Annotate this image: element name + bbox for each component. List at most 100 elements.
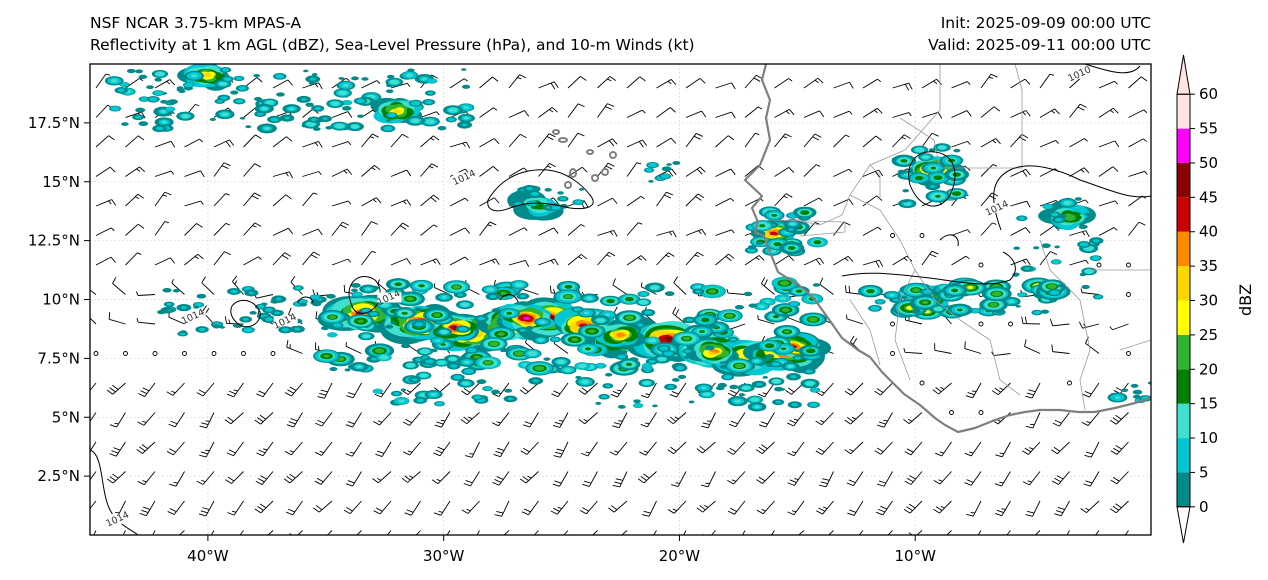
reflectivity-speck <box>1033 246 1040 250</box>
wind-barb <box>109 441 126 457</box>
reflectivity-patch <box>394 109 401 114</box>
reflectivity-speck <box>775 400 781 404</box>
reflectivity-speck <box>748 303 758 308</box>
reflectivity-speck <box>717 382 727 388</box>
wind-barb <box>1069 167 1090 177</box>
reflectivity-speck <box>160 307 170 312</box>
reflectivity-speck <box>230 289 238 294</box>
calm-wind-circle <box>890 351 895 356</box>
wind-barb <box>951 229 971 236</box>
reflectivity-speck <box>762 375 769 379</box>
reflectivity-speck <box>1013 246 1020 250</box>
wind-barb <box>255 471 274 485</box>
reflectivity-speck <box>526 186 533 191</box>
wind-barb <box>227 500 244 516</box>
reflectivity-speck <box>951 191 962 196</box>
wind-barb <box>567 254 588 266</box>
reflectivity-speck <box>617 404 626 409</box>
reflectivity-speck <box>701 386 707 390</box>
reflectivity-speck <box>671 378 680 382</box>
wind-barb <box>1010 78 1031 89</box>
reflectivity-speck <box>334 123 345 129</box>
wind-barb <box>401 471 421 483</box>
calm-wind-circle <box>890 321 895 327</box>
reflectivity-speck <box>779 296 787 301</box>
wind-barb <box>774 167 795 177</box>
wind-barb <box>671 471 687 487</box>
reflectivity-speck <box>672 161 681 165</box>
reflectivity-speck <box>1132 389 1143 395</box>
wind-barb <box>361 80 381 89</box>
reflectivity-speck <box>648 162 658 168</box>
reflectivity-speck <box>1093 239 1100 243</box>
reflectivity-speck <box>352 292 362 297</box>
wind-barb <box>122 530 126 535</box>
wind-barb <box>213 251 232 266</box>
reflectivity-speck <box>588 329 596 333</box>
reflectivity-patch <box>522 317 528 320</box>
wind-barb <box>626 162 642 177</box>
wind-barb <box>272 171 294 179</box>
wind-barb <box>331 111 353 118</box>
reflectivity-speck <box>342 105 352 111</box>
reflectivity-speck <box>779 388 786 391</box>
wind-barb <box>626 139 648 148</box>
reflectivity-speck <box>702 392 711 397</box>
wind-barb <box>154 79 175 89</box>
isobar-label-bg <box>1068 68 1093 79</box>
reflectivity-speck <box>657 356 667 362</box>
reflectivity-speck <box>427 91 433 95</box>
wind-barb <box>461 500 480 514</box>
reflectivity-speck <box>242 317 249 321</box>
wind-barb <box>213 222 230 236</box>
reflectivity-speck <box>532 379 539 383</box>
wind-barb <box>833 255 854 266</box>
reflectivity-speck <box>564 294 572 299</box>
reflectivity-speck <box>719 361 726 365</box>
wind-barb <box>715 135 735 148</box>
reflectivity-speck <box>221 112 229 117</box>
wind-barb <box>862 259 884 268</box>
reflectivity-speck <box>1057 284 1064 288</box>
reflectivity-speck <box>595 401 602 405</box>
wind-barb <box>198 500 215 517</box>
reflectivity-speck <box>338 90 348 96</box>
reflectivity-speck <box>514 282 524 287</box>
reflectivity-speck <box>1059 214 1067 218</box>
wind-barb <box>685 78 706 89</box>
wind-barb <box>578 382 598 395</box>
reflectivity-speck <box>664 291 675 297</box>
wind-barb <box>272 136 293 148</box>
reflectivity-speck <box>791 403 799 407</box>
reflectivity-speck <box>604 313 611 317</box>
wind-barb <box>715 229 735 236</box>
reflectivity-speck <box>784 330 790 334</box>
reflectivity-speck <box>1018 292 1027 297</box>
reflectivity-speck <box>331 101 340 106</box>
wind-barb <box>201 276 215 295</box>
wind-barb <box>331 141 352 148</box>
calm-wind-circle <box>1126 292 1131 297</box>
wind-barb <box>715 111 736 119</box>
wind-barb <box>667 412 687 425</box>
reflectivity-speck <box>357 114 364 118</box>
wind-barb <box>243 134 262 148</box>
wind-barb <box>302 251 320 266</box>
calm-wind-circle <box>1067 380 1072 386</box>
wind-barb <box>331 221 350 236</box>
wind-barb <box>934 343 952 354</box>
reflectivity-speck <box>390 321 396 325</box>
wind-barb <box>520 441 539 455</box>
reflectivity-speck <box>1114 396 1121 399</box>
wind-barb <box>921 250 939 266</box>
reflectivity-speck <box>212 324 221 329</box>
reflectivity-speck <box>405 73 414 78</box>
calm-wind-circle <box>1126 351 1131 356</box>
reflectivity-speck <box>652 404 658 408</box>
reflectivity-speck <box>311 73 318 76</box>
wind-barb <box>787 471 805 486</box>
reflectivity-speck <box>544 188 552 192</box>
wind-barb <box>1052 412 1070 427</box>
reflectivity-speck <box>539 320 546 324</box>
wind-barb <box>272 194 292 207</box>
